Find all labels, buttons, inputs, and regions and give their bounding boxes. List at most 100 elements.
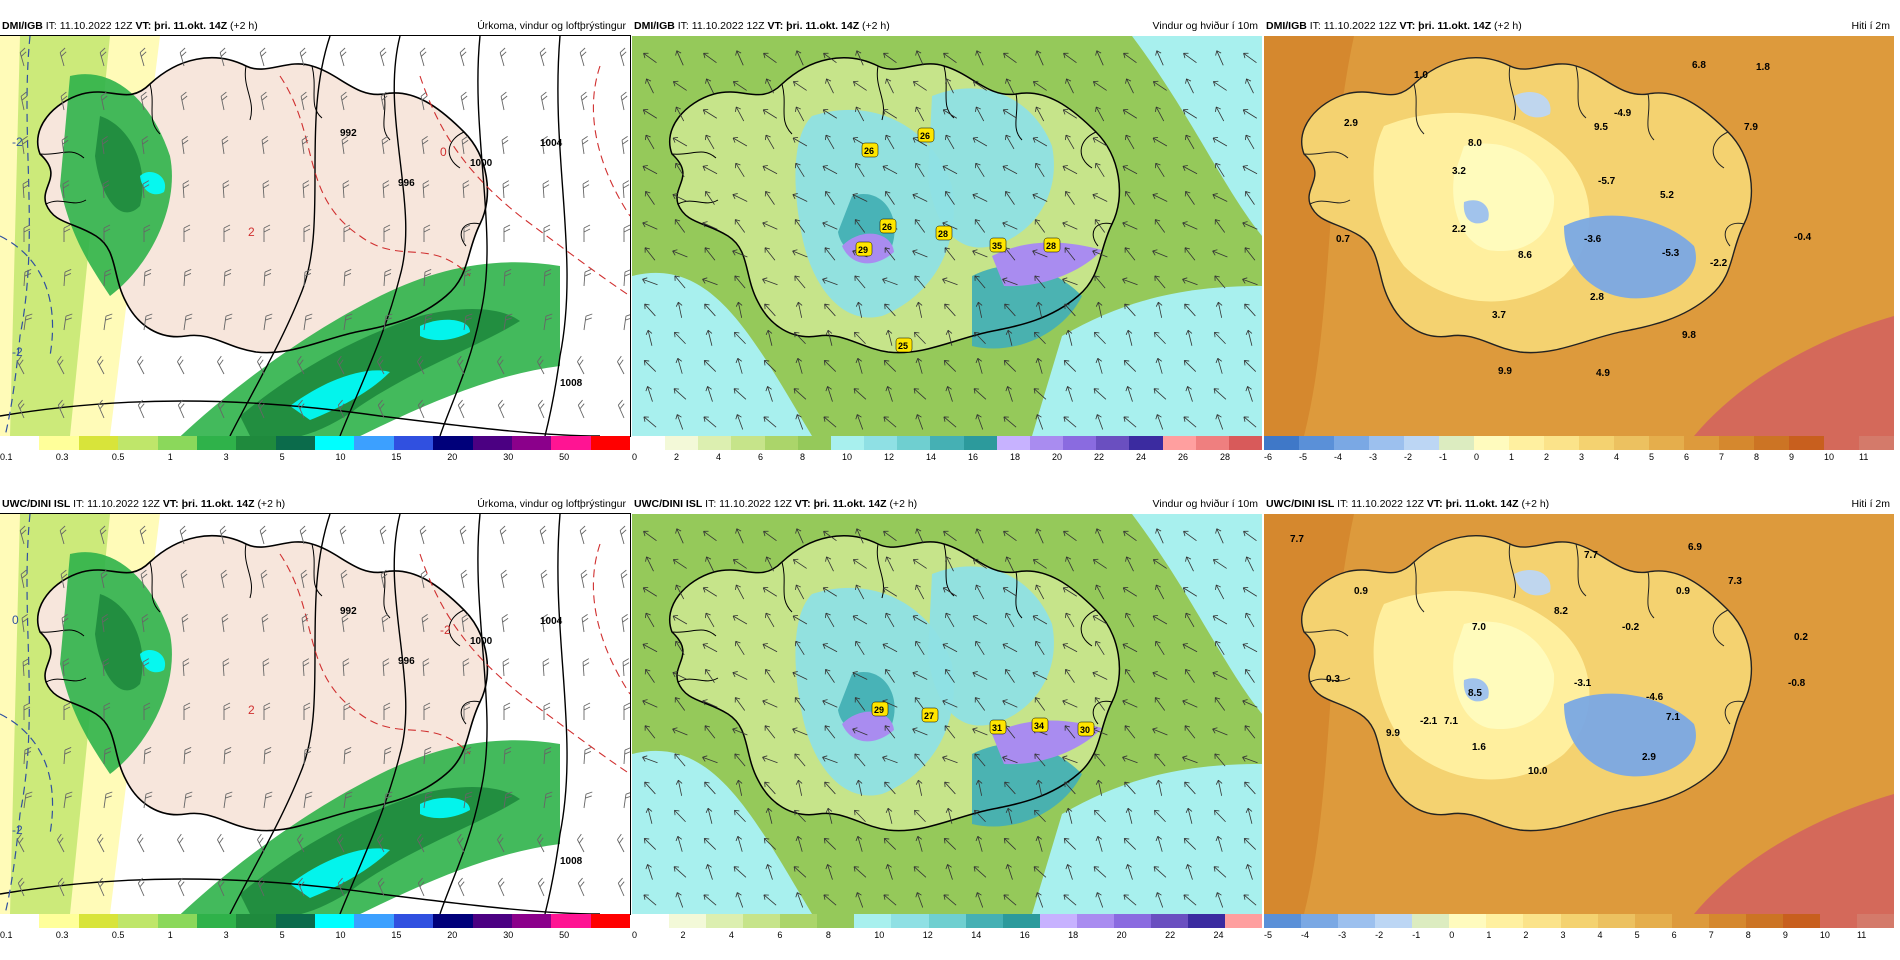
map-canvas[interactable]: 992 996 1000 1004 1008 -2 2 0 -2 [0, 35, 631, 437]
wind-arrow [1244, 725, 1256, 739]
scale-tick-label: 7 [1708, 930, 1714, 940]
gust-label: 34 [1034, 721, 1044, 731]
wind-barb [182, 180, 190, 199]
wind-arrow [675, 835, 683, 852]
wind-barb [101, 135, 109, 155]
map-canvas[interactable]: 7.7 7.7 6.9 0.9 0.9 7.3 8.2 7.0 -0.2 0.2 7.1 0.3 8.5… [1264, 514, 1894, 914]
scale-tick-label: 12 [884, 452, 895, 462]
wind-arrow [1244, 781, 1256, 795]
wind-arrow [944, 190, 955, 205]
wind-arrow [1005, 386, 1013, 402]
wind-arrow [1032, 671, 1048, 680]
wind-arrow [703, 894, 717, 906]
wind-barb [422, 658, 430, 677]
wind-arrow [674, 275, 686, 289]
color-scale-segment [1228, 436, 1262, 450]
wind-arrow [942, 699, 958, 708]
wind-arrow [762, 643, 778, 653]
wind-barb [542, 180, 550, 199]
color-scale-ticks: -5 -4 -3 -2 -1 0 1 2 3 4 5 6 7 8 9 10 11 [1264, 930, 1894, 942]
wind-arrow [1152, 558, 1167, 569]
wind-barb [577, 355, 585, 375]
wind-arrow [1155, 835, 1163, 852]
wind-arrow [1245, 134, 1255, 150]
wind-arrow [1034, 697, 1046, 711]
wind-arrow [1034, 219, 1046, 233]
color-scale-segment [354, 914, 394, 928]
wind-barb [377, 355, 385, 375]
wind-barb [543, 224, 551, 242]
color-scale-segment [1063, 436, 1097, 450]
wind-arrow [1184, 668, 1195, 683]
wind-arrow [973, 388, 987, 400]
isotherm-line [592, 543, 630, 695]
wind-arrow [1033, 388, 1047, 400]
wind-arrow [645, 556, 654, 572]
gust-label: 28 [938, 229, 948, 239]
wind-barb [461, 613, 469, 633]
color-scale-segment [1719, 436, 1754, 450]
wind-arrow [1182, 755, 1198, 764]
wind-arrow [794, 697, 806, 711]
wind-arrow [793, 866, 807, 878]
wind-barb [343, 224, 351, 242]
scale-tick-label: 1 [1486, 930, 1492, 940]
wind-arrow [975, 779, 983, 796]
wind-barb [343, 313, 353, 331]
wind-arrow [1125, 386, 1133, 402]
wind-arrow [1062, 586, 1077, 597]
scale-tick-label: 18 [1068, 930, 1079, 940]
color-scale-segment [743, 914, 781, 928]
wind-arrow [1004, 668, 1015, 683]
color-scale-segment [1412, 914, 1450, 928]
wind-arrow [763, 416, 777, 428]
wind-arrow [1152, 727, 1168, 736]
color-scale-segment [864, 436, 898, 450]
scale-tick-label: 1 [1509, 452, 1515, 462]
wind-arrow [975, 301, 983, 318]
wind-arrow [824, 247, 836, 261]
wind-arrow [943, 360, 957, 372]
map-canvas[interactable]: 26 26 26 28 29 35 28 25 [632, 36, 1262, 436]
wind-arrow [643, 52, 657, 64]
isotherm-line [0, 235, 54, 357]
color-scale-segment [1029, 436, 1064, 450]
wind-arrow [702, 699, 718, 708]
wind-arrow [1155, 892, 1164, 908]
temp-value-label: 9.8 [1682, 330, 1696, 341]
wind-arrow [915, 414, 924, 430]
color-scale-segment [1129, 436, 1163, 450]
model-name: UWC/DINI ISL [2, 498, 71, 510]
map-canvas[interactable]: 29 27 31 34 30 [632, 514, 1262, 914]
temp-value-label: 7.1 [1444, 716, 1458, 727]
scale-tick-label: 14 [926, 452, 937, 462]
map-canvas[interactable]: 6.8 1.8 1.0 -4.9 7.9 2.9 9.5 8.0 -5.7 3.2 5.2 0.7 2.… [1264, 36, 1894, 436]
wind-arrow [912, 80, 927, 91]
wind-barb [101, 613, 109, 633]
isobar-line [544, 36, 568, 436]
wind-barb [342, 180, 350, 199]
scale-tick-label: 10 [1819, 930, 1830, 940]
wind-arrow [885, 386, 893, 402]
wind-arrow [1212, 615, 1228, 625]
wind-arrow [1125, 556, 1134, 572]
wind-arrow [885, 78, 894, 94]
wind-arrow [945, 864, 953, 880]
wind-arrow [794, 219, 806, 233]
wind-barb [103, 224, 111, 242]
lead-offset: (+2 h) [257, 498, 286, 510]
wind-arrow [1002, 586, 1017, 597]
wind-barb [623, 702, 630, 720]
temp-value-label: 2.8 [1590, 292, 1604, 303]
wind-barb [539, 525, 547, 545]
wind-barb [303, 269, 312, 287]
wind-arrow [1215, 584, 1225, 600]
gust-max-marker: 30 [1077, 721, 1095, 737]
color-scale-segment [891, 914, 929, 928]
color-scale-segment [1002, 914, 1040, 928]
map-canvas[interactable]: 992 996 1000 1004 1008 0 2 -2 -2 [0, 513, 631, 915]
wind-barb [183, 747, 192, 765]
wind-arrow [794, 753, 806, 767]
model-name: DMI/IGB [634, 20, 675, 32]
wind-arrow [674, 697, 686, 711]
